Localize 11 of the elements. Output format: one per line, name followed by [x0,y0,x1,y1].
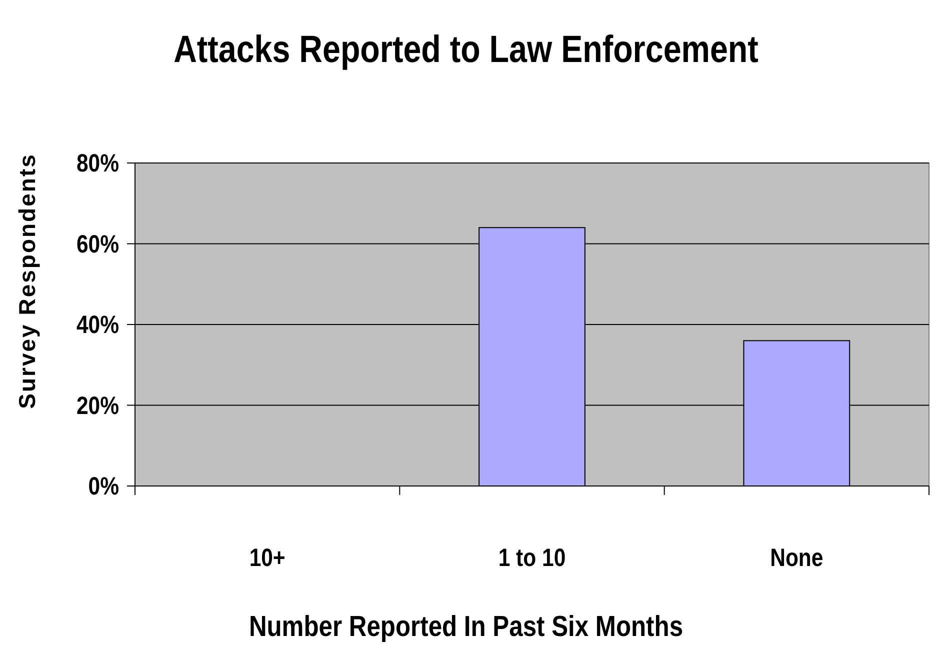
chart-title: Attacks Reported to Law Enforcement [174,28,759,71]
y-tick-label: 80% [76,149,119,178]
y-tick-label: 60% [76,230,119,258]
y-tick-label: 20% [76,391,119,420]
y-axis-title: Survey Respondents [14,153,40,409]
x-tick-label: None [770,543,824,572]
y-tick-label: 40% [76,310,119,339]
x-tick-label: 10+ [249,543,286,572]
y-tick-label: 0% [88,472,119,500]
x-tick-label: 1 to 10 [498,543,566,572]
x-axis-title: Number Reported In Past Six Months [248,610,684,642]
